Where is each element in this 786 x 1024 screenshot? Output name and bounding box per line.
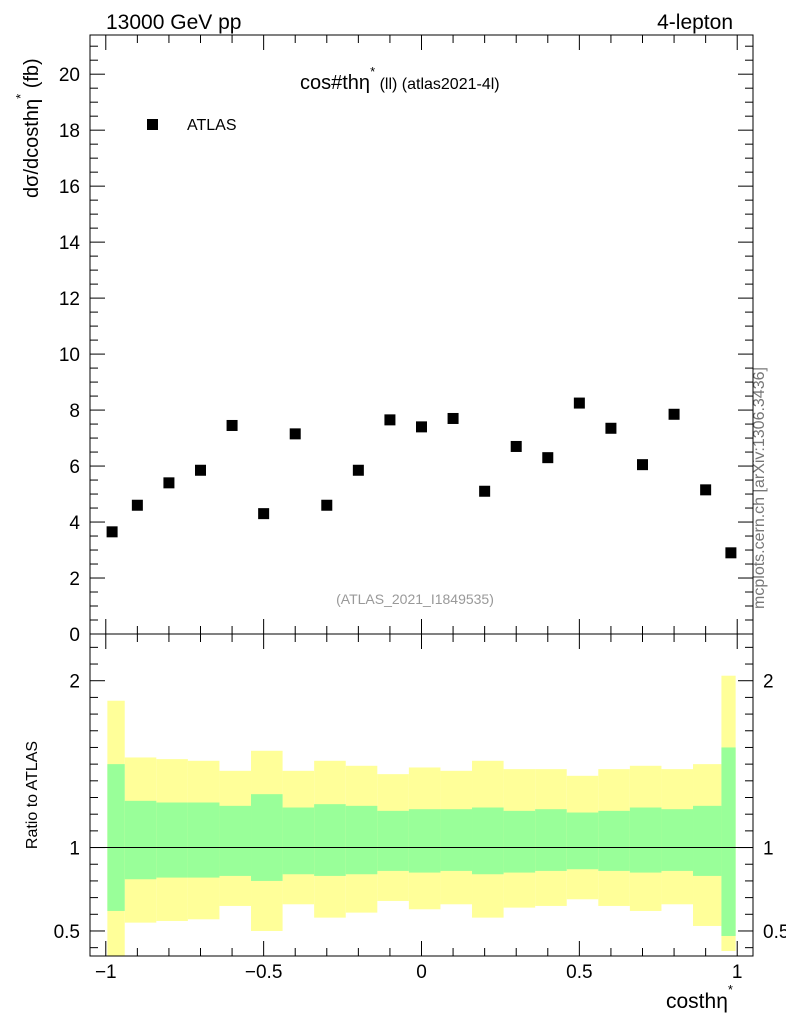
ratio-band-inner — [566, 812, 599, 870]
ratio-band-inner — [503, 810, 536, 873]
ratio-band-inner — [693, 805, 722, 876]
data-point — [510, 440, 522, 452]
ratio-y-tick-label: 0.5 — [54, 922, 80, 943]
data-point — [447, 412, 459, 424]
ratio-band-inner — [124, 800, 157, 880]
chart-title-main: cos#thη — [300, 72, 370, 94]
y-tick-label: 16 — [59, 177, 80, 198]
main-x-ticks — [105, 35, 738, 634]
data-point — [258, 508, 270, 520]
x-tick-label: 0 — [416, 962, 427, 983]
y-axis-label: dσ/dcosthη* (fb) — [13, 58, 43, 198]
data-point — [289, 428, 301, 440]
x-axis: −1 −0.5 0 0.5 1 — [95, 634, 743, 983]
ratio-band-inner — [314, 804, 346, 876]
y-axis-label-sup: * — [13, 94, 28, 99]
data-point — [163, 477, 175, 489]
ratio-band-inner — [251, 794, 283, 881]
y-tick-label: 6 — [69, 457, 80, 478]
main-y-axis: 0 2 4 6 8 10 12 14 16 18 20 — [59, 45, 753, 646]
x-tick-label: 1 — [732, 962, 743, 983]
data-point — [637, 459, 648, 471]
ratio-band-inner — [472, 807, 504, 875]
x-tick-label: 0.5 — [566, 962, 592, 983]
y-tick-label: 0 — [69, 625, 80, 646]
ratio-y-label: Ratio to ATLAS — [24, 741, 41, 849]
y-tick-label: 4 — [69, 513, 80, 534]
y-tick-label: 2 — [69, 569, 80, 590]
ratio-band-inner — [661, 809, 694, 871]
data-point — [321, 499, 333, 511]
y-tick-label: 12 — [59, 289, 80, 310]
x-axis-label-sup: * — [728, 982, 733, 997]
y-tick-label: 14 — [59, 233, 81, 254]
ratio-band-inner — [721, 747, 736, 936]
chart-title-rest: (ll) (atlas2021-4l) — [375, 76, 499, 93]
ratio-band-inner — [377, 810, 409, 871]
data-point — [542, 452, 554, 464]
y-tick-label: 8 — [69, 401, 80, 422]
ratio-y-tick-label-right: 0.5 — [763, 922, 786, 943]
data-point — [700, 484, 712, 496]
ratio-y-tick-label: 1 — [69, 839, 80, 860]
ratio-band-inner — [535, 809, 567, 871]
data-point — [384, 414, 396, 426]
x-axis-label: costhη* — [666, 982, 733, 1013]
ratio-y-tick-label-right: 1 — [763, 839, 774, 860]
ratio-band-inner — [282, 807, 315, 875]
chart-title: cos#thη* (ll) (atlas2021-4l) — [300, 64, 500, 94]
data-point — [106, 526, 118, 538]
chart-title-sup: * — [370, 64, 375, 79]
data-point — [195, 464, 206, 476]
ratio-band-inner — [408, 809, 441, 873]
y-tick-label: 18 — [59, 121, 80, 142]
ratio-band-inner — [345, 805, 378, 875]
ratio-band-inner — [187, 802, 220, 878]
legend-label-atlas: ATLAS — [187, 117, 237, 134]
ratio-panel: 0.5 0.5 1 1 2 2 −1 −0.5 0 0.5 1 Ratio to ATLAS co… — [24, 633, 786, 1013]
legend-marker-atlas — [147, 119, 158, 130]
ratio-y-axis: 0.5 0.5 1 1 2 2 — [54, 646, 786, 949]
analysis-id: (ATLAS_2021_I1849535) — [336, 591, 494, 607]
ratio-band-inner — [629, 807, 662, 873]
data-point — [226, 419, 238, 431]
ratio-y-tick-label-right: 2 — [763, 672, 774, 693]
header-process-label: 4-lepton — [657, 11, 733, 34]
ratio-band-inner — [440, 809, 473, 871]
x-tick-label: −0.5 — [245, 962, 283, 983]
data-points — [106, 397, 737, 559]
data-point — [416, 421, 427, 433]
ratio-y-tick-label: 2 — [69, 672, 80, 693]
y-axis-label-main: dσ/dcosthη — [21, 99, 43, 198]
y-tick-label: 20 — [59, 65, 80, 86]
y-tick-label: 10 — [59, 345, 80, 366]
data-point — [479, 485, 491, 497]
header-collision-label: 13000 GeV pp — [106, 11, 241, 34]
ratio-band-inner — [598, 810, 630, 871]
y-axis-label-unit: (fb) — [21, 58, 43, 94]
ratio-bands — [107, 675, 736, 956]
x-tick-label: −1 — [95, 962, 117, 983]
data-point — [573, 397, 585, 409]
data-point — [352, 464, 364, 476]
watermark: mcplots.cern.ch [arXiv:1306.3436] — [751, 367, 768, 609]
data-point — [605, 422, 617, 434]
data-point — [668, 408, 680, 420]
x-axis-label-main: costhη — [666, 990, 728, 1013]
data-point — [131, 499, 143, 511]
ratio-band-inner — [219, 805, 252, 876]
ratio-band-inner — [156, 802, 188, 878]
ratio-band-inner — [107, 764, 125, 911]
data-point — [725, 547, 737, 559]
